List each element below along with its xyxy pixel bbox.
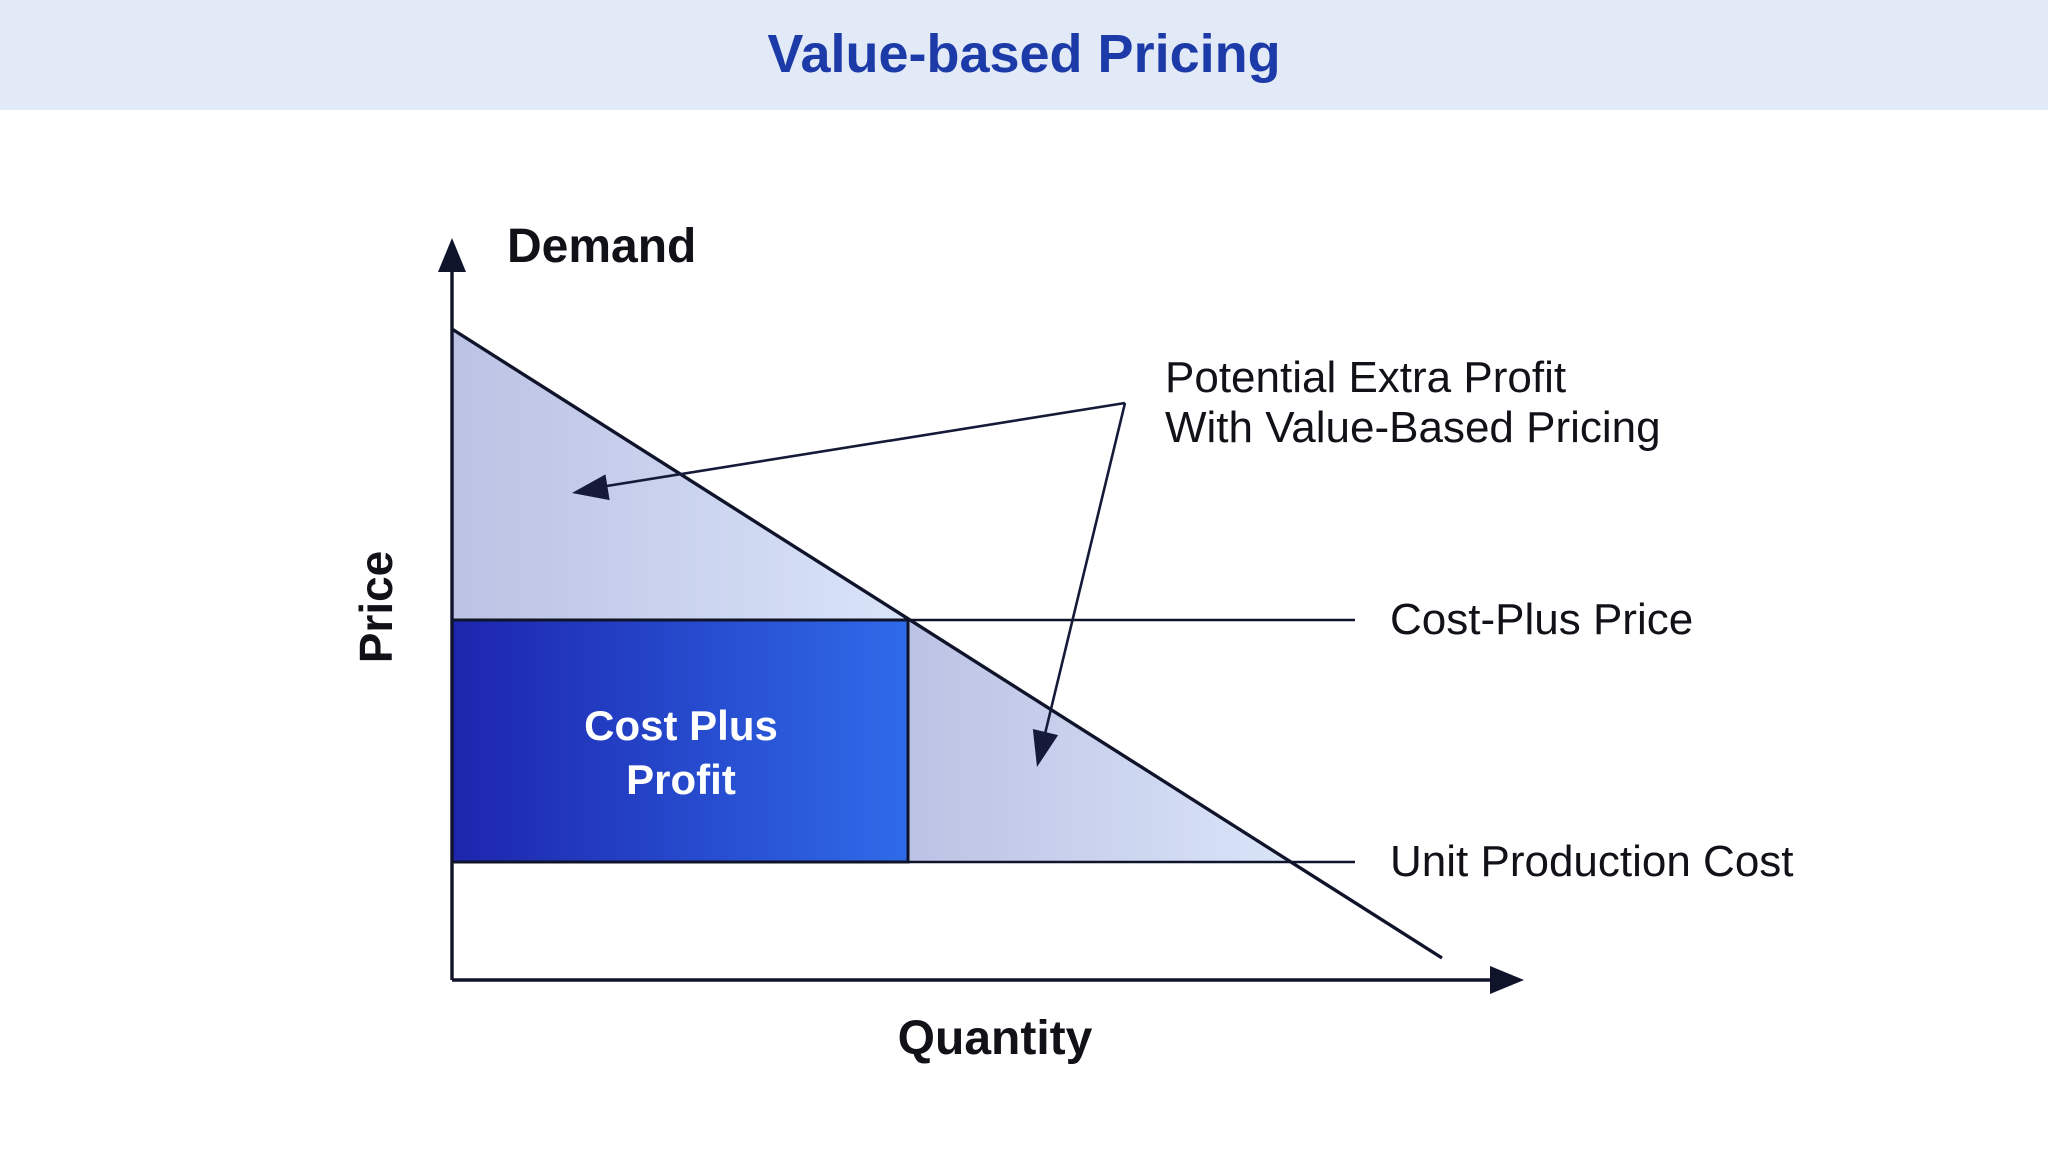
demand-line	[451, 327, 1443, 960]
unit-production-cost-label: Unit Production Cost	[1390, 837, 1794, 886]
demand-label: Demand	[507, 220, 696, 273]
annotation-label-line2: With Value-Based Pricing	[1165, 403, 1661, 452]
annotation-arrow-lower-line	[1042, 402, 1127, 739]
cost-plus-profit-label-line2: Profit	[626, 756, 736, 803]
cost-plus-profit-rect	[450, 618, 910, 864]
quantity-axis-label: Quantity	[898, 1012, 1093, 1065]
x-axis-arrow-icon	[1490, 966, 1524, 994]
price-axis-label: Price	[350, 551, 402, 664]
cost-plus-profit-label-line1: Cost Plus	[584, 702, 778, 749]
annotation-label-line1: Potential Extra Profit	[1165, 353, 1566, 402]
annotation-arrowhead-lower-icon	[1032, 728, 1059, 767]
page-title: Value-based Pricing	[767, 24, 1280, 84]
y-axis-arrow-icon	[438, 238, 466, 272]
annotation-arrow-upper-line	[593, 401, 1126, 490]
cost-plus-price-label: Cost-Plus Price	[1390, 595, 1693, 644]
annotation-arrowhead-upper-icon	[572, 474, 610, 501]
header-band	[0, 0, 2048, 110]
